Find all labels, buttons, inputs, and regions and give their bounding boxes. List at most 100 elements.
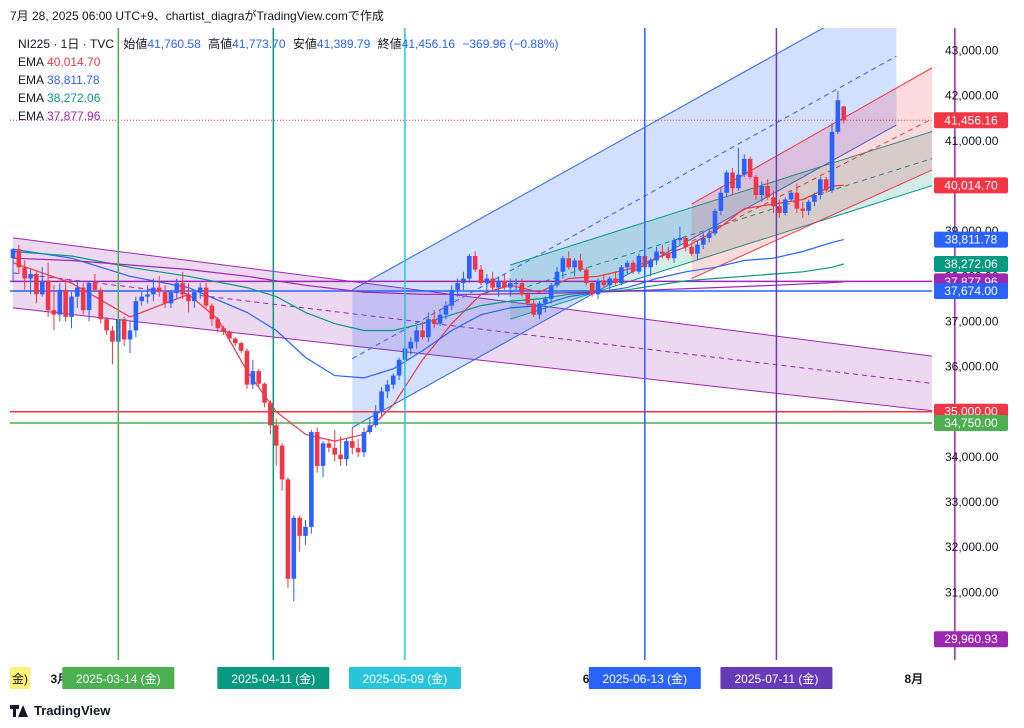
candle [69, 292, 74, 329]
y-tick-label: 42,000.00 [945, 89, 999, 103]
candle-body [829, 131, 835, 191]
date-badge-bg [62, 667, 175, 689]
candle-body [420, 330, 425, 338]
ema-row-1[interactable]: EMA 40,014.70 [18, 53, 562, 71]
candle [478, 265, 484, 286]
candle-body [186, 294, 191, 302]
price-badge: 34,750.00 [934, 415, 1008, 431]
candle-body [162, 292, 168, 304]
candle [759, 181, 765, 202]
high-label: 高値 [208, 37, 233, 51]
open-value: 41,760.58 [147, 37, 201, 51]
ema-row-2[interactable]: EMA 38,811.78 [18, 71, 562, 89]
y-tick-label: 32,000.00 [945, 540, 999, 554]
candle-body [841, 106, 846, 121]
price-badge-bg [934, 177, 1008, 194]
ema-row-3[interactable]: EMA 38,272.06 [18, 89, 562, 107]
price-badge-label: 29,960.93 [944, 632, 998, 646]
candle-body [390, 375, 396, 385]
candle-body [28, 274, 33, 279]
price-badge-label: 34,750.00 [944, 416, 998, 430]
candle-body [426, 319, 431, 338]
high-value: 41,773.70 [232, 37, 286, 51]
ema-row-4[interactable]: EMA 37,877.96 [18, 107, 562, 125]
chart-legend: NI225 · 1日 · TVC 始値41,760.58 高値41,773.70… [18, 35, 562, 125]
candle-body [695, 244, 700, 254]
candle [180, 271, 185, 299]
price-badge-bg [934, 256, 1008, 273]
candle-body [63, 289, 68, 317]
candle-body [285, 479, 291, 579]
y-tick-label: 37,000.00 [945, 314, 999, 328]
ema-value: 40,014.70 [47, 55, 101, 69]
candle [197, 283, 203, 299]
candle [233, 337, 238, 347]
candle-body [478, 269, 484, 284]
candle [110, 325, 115, 365]
candle [414, 325, 419, 349]
candle [560, 255, 566, 279]
candle-body [203, 287, 209, 306]
candle-body [396, 359, 402, 376]
candle-body [314, 432, 320, 466]
candle [595, 278, 601, 299]
price-badge: 38,272.06 [934, 256, 1008, 273]
symbol-label[interactable]: NI225 · 1日 · TVC [18, 37, 115, 51]
candle [162, 285, 168, 308]
change-value: −369.96 (−0.88%) [462, 37, 559, 51]
candle-body [22, 267, 27, 279]
candle [566, 251, 572, 270]
candle-body [367, 425, 373, 433]
candle [28, 269, 33, 295]
price-badge: 29,960.93 [934, 631, 1008, 648]
candle [151, 278, 156, 302]
candle [467, 253, 472, 284]
price-badge-bg [934, 112, 1008, 129]
candle [437, 310, 443, 326]
candle [22, 260, 27, 290]
candle-body [800, 208, 806, 211]
price-chart[interactable]: 31,000.0032,000.0033,000.0034,000.0035,0… [0, 0, 1024, 700]
date-badge-bg [348, 667, 461, 689]
candle [256, 368, 261, 387]
candle-body [273, 425, 279, 446]
candle [385, 380, 390, 399]
brand-label: TradingView [34, 703, 111, 718]
candle [303, 520, 308, 545]
candle [835, 91, 841, 135]
candle [619, 265, 624, 286]
candle [139, 292, 144, 306]
candle [718, 188, 724, 216]
candle [80, 283, 86, 315]
price-badge-label: 40,014.70 [944, 178, 998, 192]
candle-body [262, 383, 267, 403]
candle-body [268, 402, 273, 426]
candle [285, 477, 291, 588]
candle [174, 278, 180, 299]
candle-body [69, 296, 74, 317]
candle [648, 258, 653, 277]
candle-body [636, 255, 642, 272]
candle [461, 271, 466, 290]
candle-body [736, 174, 741, 189]
candle [671, 237, 677, 263]
chart-header: 7月 28, 2025 06:00 UTC+9、chartist_diagraが… [10, 9, 384, 23]
candle [449, 285, 455, 311]
candle-body [560, 258, 566, 272]
candle [806, 199, 811, 216]
candle-body [145, 294, 150, 297]
candle-body [221, 328, 226, 332]
candle-body [601, 280, 607, 286]
ema-line [12, 239, 844, 379]
candle [16, 244, 22, 275]
price-badge: 37,674.00 [934, 283, 1008, 300]
date-badge: 2025-04-11 (金) [217, 667, 330, 689]
candle [133, 296, 139, 338]
candle-body [689, 246, 694, 254]
candle-body [589, 283, 595, 295]
candle [701, 233, 706, 250]
left-date-badge [10, 667, 30, 689]
candle-body [502, 280, 507, 288]
candle [660, 244, 665, 259]
date-badge: 2025-07-11 (金) [720, 667, 833, 689]
